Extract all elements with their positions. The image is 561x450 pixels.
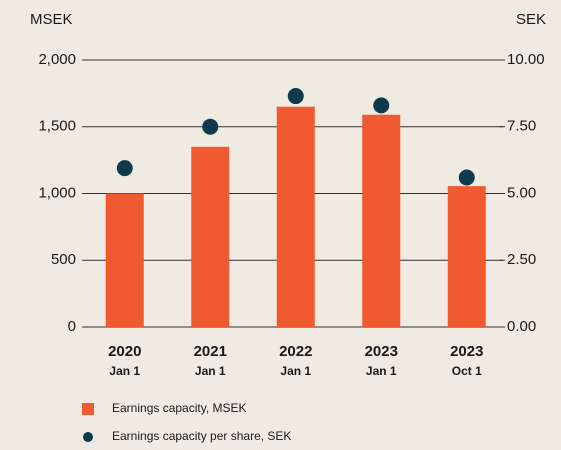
legend-label: Earnings capacity per share, SEK <box>112 429 291 443</box>
x-tick-sublabel: Jan 1 <box>366 364 397 378</box>
bar <box>362 114 401 327</box>
y-tick-label: 0 <box>68 318 76 335</box>
x-tick-sublabel: Jan 1 <box>280 364 311 378</box>
x-tick-label: 2023 <box>450 343 483 360</box>
x-tick-sublabel: Jan 1 <box>195 364 226 378</box>
x-tick-label: 2021 <box>194 343 227 360</box>
dot <box>458 169 475 186</box>
y2-tick-label: 2.50 <box>507 251 536 268</box>
legend-swatch <box>83 432 93 442</box>
x-tick-label: 2020 <box>108 343 141 360</box>
y-tick-label: 1,000 <box>38 184 76 201</box>
y-tick-label: 2,000 <box>38 51 76 68</box>
y-tick-label: 500 <box>51 251 76 268</box>
y-tick-label: 1,500 <box>38 118 76 135</box>
bar <box>105 193 144 327</box>
bar <box>447 186 486 327</box>
dot <box>287 88 304 105</box>
dot <box>202 118 219 135</box>
y2-tick-label: 7.50 <box>507 118 536 135</box>
x-tick-sublabel: Oct 1 <box>452 364 482 378</box>
dot <box>116 160 133 177</box>
y2-axis-label: SEK <box>516 11 546 28</box>
legend-swatch <box>82 403 94 415</box>
legend-label: Earnings capacity, MSEK <box>112 401 247 415</box>
y-axis-label: MSEK <box>30 11 73 28</box>
y2-tick-label: 0.00 <box>507 318 536 335</box>
x-tick-label: 2022 <box>279 343 312 360</box>
x-tick-label: 2023 <box>365 343 398 360</box>
x-tick-sublabel: Jan 1 <box>109 364 140 378</box>
y2-tick-label: 10.00 <box>507 51 545 68</box>
y2-tick-label: 5.00 <box>507 184 536 201</box>
bar <box>276 106 315 327</box>
bar <box>191 146 230 327</box>
dot <box>373 97 390 114</box>
